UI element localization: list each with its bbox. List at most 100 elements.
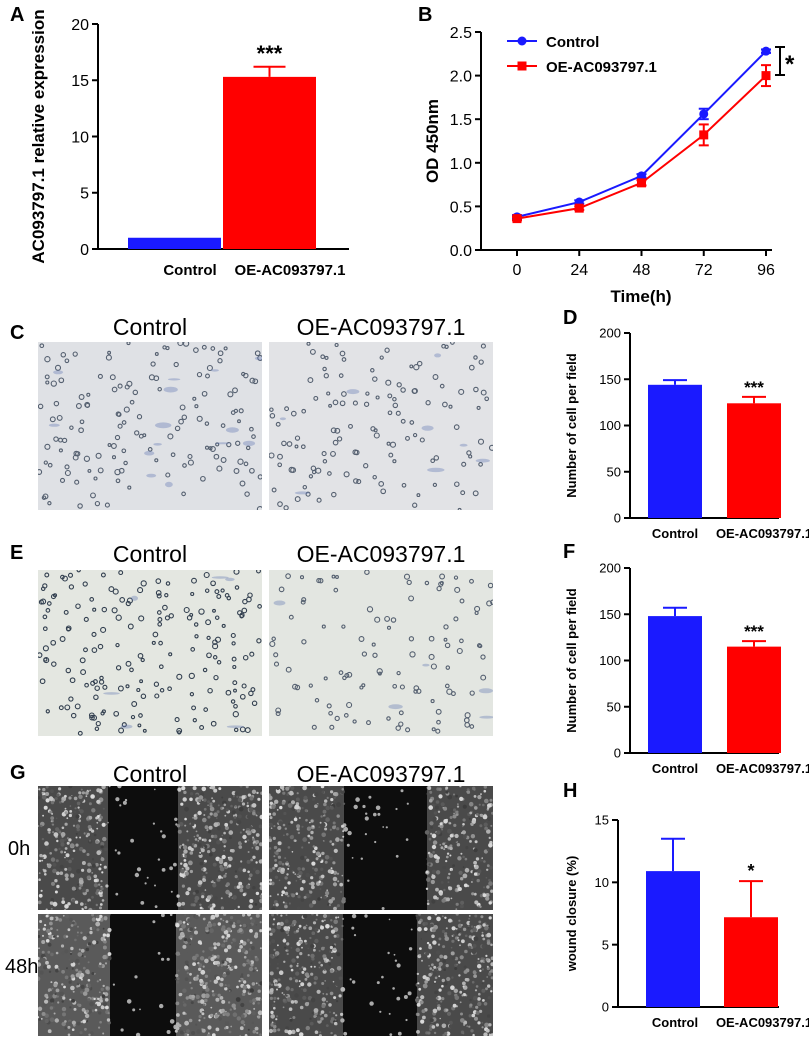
- y-axis-label: AC093797.1 relative expression: [30, 9, 48, 263]
- g-control-48h-image: [38, 914, 262, 1036]
- legend-label-oe: OE-AC093797.1: [546, 59, 657, 76]
- y-axis-label: Number of cell per field: [564, 353, 579, 498]
- significance-marker: ***: [744, 622, 764, 641]
- point-oe: [637, 178, 646, 188]
- c-control-micrograph: [38, 342, 262, 510]
- significance-marker: *: [785, 51, 795, 78]
- bar-control: [648, 616, 702, 753]
- significance-marker: ***: [744, 378, 764, 397]
- x-category-label: OE-AC093797.1: [716, 1015, 809, 1030]
- y-tick-label: 200: [599, 561, 621, 576]
- panel-letter-g: G: [10, 762, 26, 784]
- y-tick-label: 0.0: [450, 243, 472, 260]
- chart-b: 0.0 0.5 1.0 1.5 2.0 2.5 0 24 48 72 96 Time(h) OD 450…: [423, 25, 795, 306]
- y-tick-label: 15: [595, 813, 609, 828]
- y-tick-label: 1.0: [450, 156, 472, 173]
- x-category-label: OE-AC093797.1: [716, 761, 809, 775]
- bar-oe: [724, 917, 778, 1007]
- y-tick-label: 200: [599, 326, 621, 341]
- y-tick-label: 5: [602, 937, 609, 952]
- y-tick-label: 10: [71, 129, 89, 146]
- g-oe-48h-image: [269, 914, 493, 1036]
- e-right-title: OE-AC093797.1: [296, 541, 466, 567]
- x-tick-label: 96: [757, 262, 775, 279]
- point-control: [699, 109, 709, 119]
- point-oe: [761, 71, 771, 81]
- y-tick-label: 0: [80, 242, 89, 259]
- x-axis-label: Time(h): [610, 287, 671, 306]
- y-tick-label: 2.0: [450, 69, 472, 86]
- significance-marker: ***: [257, 41, 283, 66]
- y-tick-label: 15: [71, 73, 89, 90]
- x-tick-label: 48: [633, 262, 651, 279]
- x-tick-label: 72: [695, 262, 713, 279]
- y-tick-label: 100: [599, 653, 621, 668]
- y-tick-label: 50: [607, 464, 621, 479]
- panel-letter-h: H: [563, 780, 578, 802]
- c-oe-micrograph: [269, 342, 493, 510]
- y-tick-label: 150: [599, 372, 621, 387]
- chart-a: 0 5 10 15 20 AC093797.1 relative expression Co…: [30, 9, 349, 279]
- x-category-label: Control: [163, 262, 216, 279]
- y-tick-label: 10: [595, 875, 609, 890]
- legend-marker-control: [517, 36, 527, 46]
- x-category-label: OE-AC093797.1: [235, 262, 346, 279]
- e-left-title: Control: [112, 541, 188, 567]
- panel-letter-a: A: [10, 4, 25, 26]
- chart-d: 0 50 100 150 200 Number of cell per field Cont…: [564, 326, 809, 540]
- panel-letter-f: F: [563, 541, 576, 563]
- chart-h: 0 5 10 15 wound closure (%) Control OE-AC09379…: [564, 813, 809, 1030]
- g-oe-0h-image: [269, 786, 493, 910]
- bar-control: [128, 237, 221, 249]
- series-line-control: [516, 50, 767, 218]
- e-oe-micrograph: [269, 570, 493, 736]
- y-axis-label: OD 450nm: [423, 99, 442, 183]
- g-row-label-0h: 0h: [8, 838, 31, 860]
- y-tick-label: 2.5: [450, 25, 472, 42]
- series-line-oe: [516, 74, 767, 220]
- panel-letter-c: C: [10, 322, 25, 344]
- significance-marker: *: [747, 861, 754, 881]
- y-tick-label: 0: [614, 511, 621, 526]
- g-control-0h-image: [38, 786, 262, 910]
- point-oe: [699, 130, 709, 140]
- legend-marker-oe: [517, 61, 527, 71]
- y-tick-label: 0: [614, 746, 621, 761]
- bar-control: [648, 384, 702, 518]
- y-tick-label: 0: [602, 1000, 609, 1015]
- point-control: [637, 171, 646, 181]
- e-control-micrograph: [38, 570, 262, 736]
- bar-control: [646, 871, 700, 1007]
- y-tick-label: 0.5: [450, 199, 472, 216]
- c-left-title: Control: [112, 314, 188, 340]
- x-category-label: OE-AC093797.1: [716, 526, 809, 540]
- x-category-label: Control: [652, 526, 698, 540]
- y-tick-label: 20: [71, 17, 89, 34]
- bar-oe: [223, 76, 316, 249]
- chart-f: 0 50 100 150 200 Number of cell per field Cont…: [564, 561, 809, 775]
- point-oe: [574, 203, 584, 213]
- point-oe: [512, 214, 522, 224]
- panel-letter-e: E: [10, 542, 24, 564]
- y-tick-label: 1.5: [450, 112, 472, 129]
- y-axis-label: wound closure (%): [564, 856, 579, 973]
- x-category-label: Control: [652, 761, 698, 775]
- bar-oe: [727, 403, 781, 518]
- g-left-title: Control: [112, 761, 188, 787]
- y-axis-label: Number of cell per field: [564, 588, 579, 733]
- legend-label-control: Control: [546, 34, 599, 51]
- y-tick-label: 50: [607, 699, 621, 714]
- c-right-title: OE-AC093797.1: [296, 314, 466, 340]
- panel-letter-b: B: [418, 4, 433, 26]
- panel-letter-d: D: [563, 307, 578, 329]
- x-tick-label: 24: [570, 262, 588, 279]
- y-tick-label: 5: [80, 186, 89, 203]
- y-tick-label: 100: [599, 418, 621, 433]
- x-tick-label: 0: [513, 262, 522, 279]
- x-category-label: Control: [652, 1015, 698, 1030]
- bar-oe: [727, 646, 781, 753]
- g-row-label-48h: 48h: [5, 956, 39, 978]
- point-control: [761, 46, 771, 56]
- g-right-title: OE-AC093797.1: [296, 761, 466, 787]
- y-tick-label: 150: [599, 607, 621, 622]
